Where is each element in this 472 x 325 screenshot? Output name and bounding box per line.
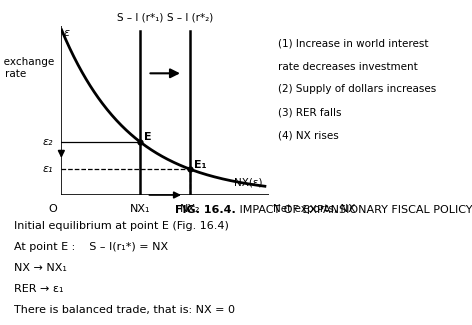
Text: ε: ε xyxy=(63,28,69,38)
Text: (4) NX rises: (4) NX rises xyxy=(278,130,339,140)
Text: S – I (r*₂): S – I (r*₂) xyxy=(167,13,213,23)
Text: (2) Supply of dollars increases: (2) Supply of dollars increases xyxy=(278,84,437,95)
Text: S – I (r*₁): S – I (r*₁) xyxy=(117,13,163,23)
Text: O: O xyxy=(49,204,58,214)
Text: NX₁: NX₁ xyxy=(130,204,151,214)
Text: RER → ε₁: RER → ε₁ xyxy=(14,284,64,294)
Text: IMPACT OF EXPANSIONARY FISCAL POLICY ABROAD ON RER: IMPACT OF EXPANSIONARY FISCAL POLICY ABR… xyxy=(236,205,472,215)
Text: NX(ε): NX(ε) xyxy=(234,178,262,188)
Text: NX → NX₁: NX → NX₁ xyxy=(14,263,67,273)
Text: E: E xyxy=(144,132,152,142)
Text: At point E :    S – I(r₁*) = NX: At point E : S – I(r₁*) = NX xyxy=(14,242,169,252)
Text: FIG. 16.4.: FIG. 16.4. xyxy=(175,205,236,215)
Text: Real exchange
rate: Real exchange rate xyxy=(0,58,54,79)
Text: Net exports, NX: Net exports, NX xyxy=(273,204,355,214)
Text: E₁: E₁ xyxy=(194,160,207,170)
Text: (3) RER falls: (3) RER falls xyxy=(278,107,342,117)
Text: rate decreases investment: rate decreases investment xyxy=(278,62,418,72)
Text: ε₂: ε₂ xyxy=(42,137,53,147)
Text: NX₂: NX₂ xyxy=(180,204,201,214)
Text: (1) Increase in world interest: (1) Increase in world interest xyxy=(278,39,429,49)
Text: Initial equilibrium at point E (Fig. 16.4): Initial equilibrium at point E (Fig. 16.… xyxy=(14,221,229,231)
Text: There is balanced trade, that is: NX = 0: There is balanced trade, that is: NX = 0 xyxy=(14,306,235,316)
Text: ε₁: ε₁ xyxy=(42,164,53,174)
